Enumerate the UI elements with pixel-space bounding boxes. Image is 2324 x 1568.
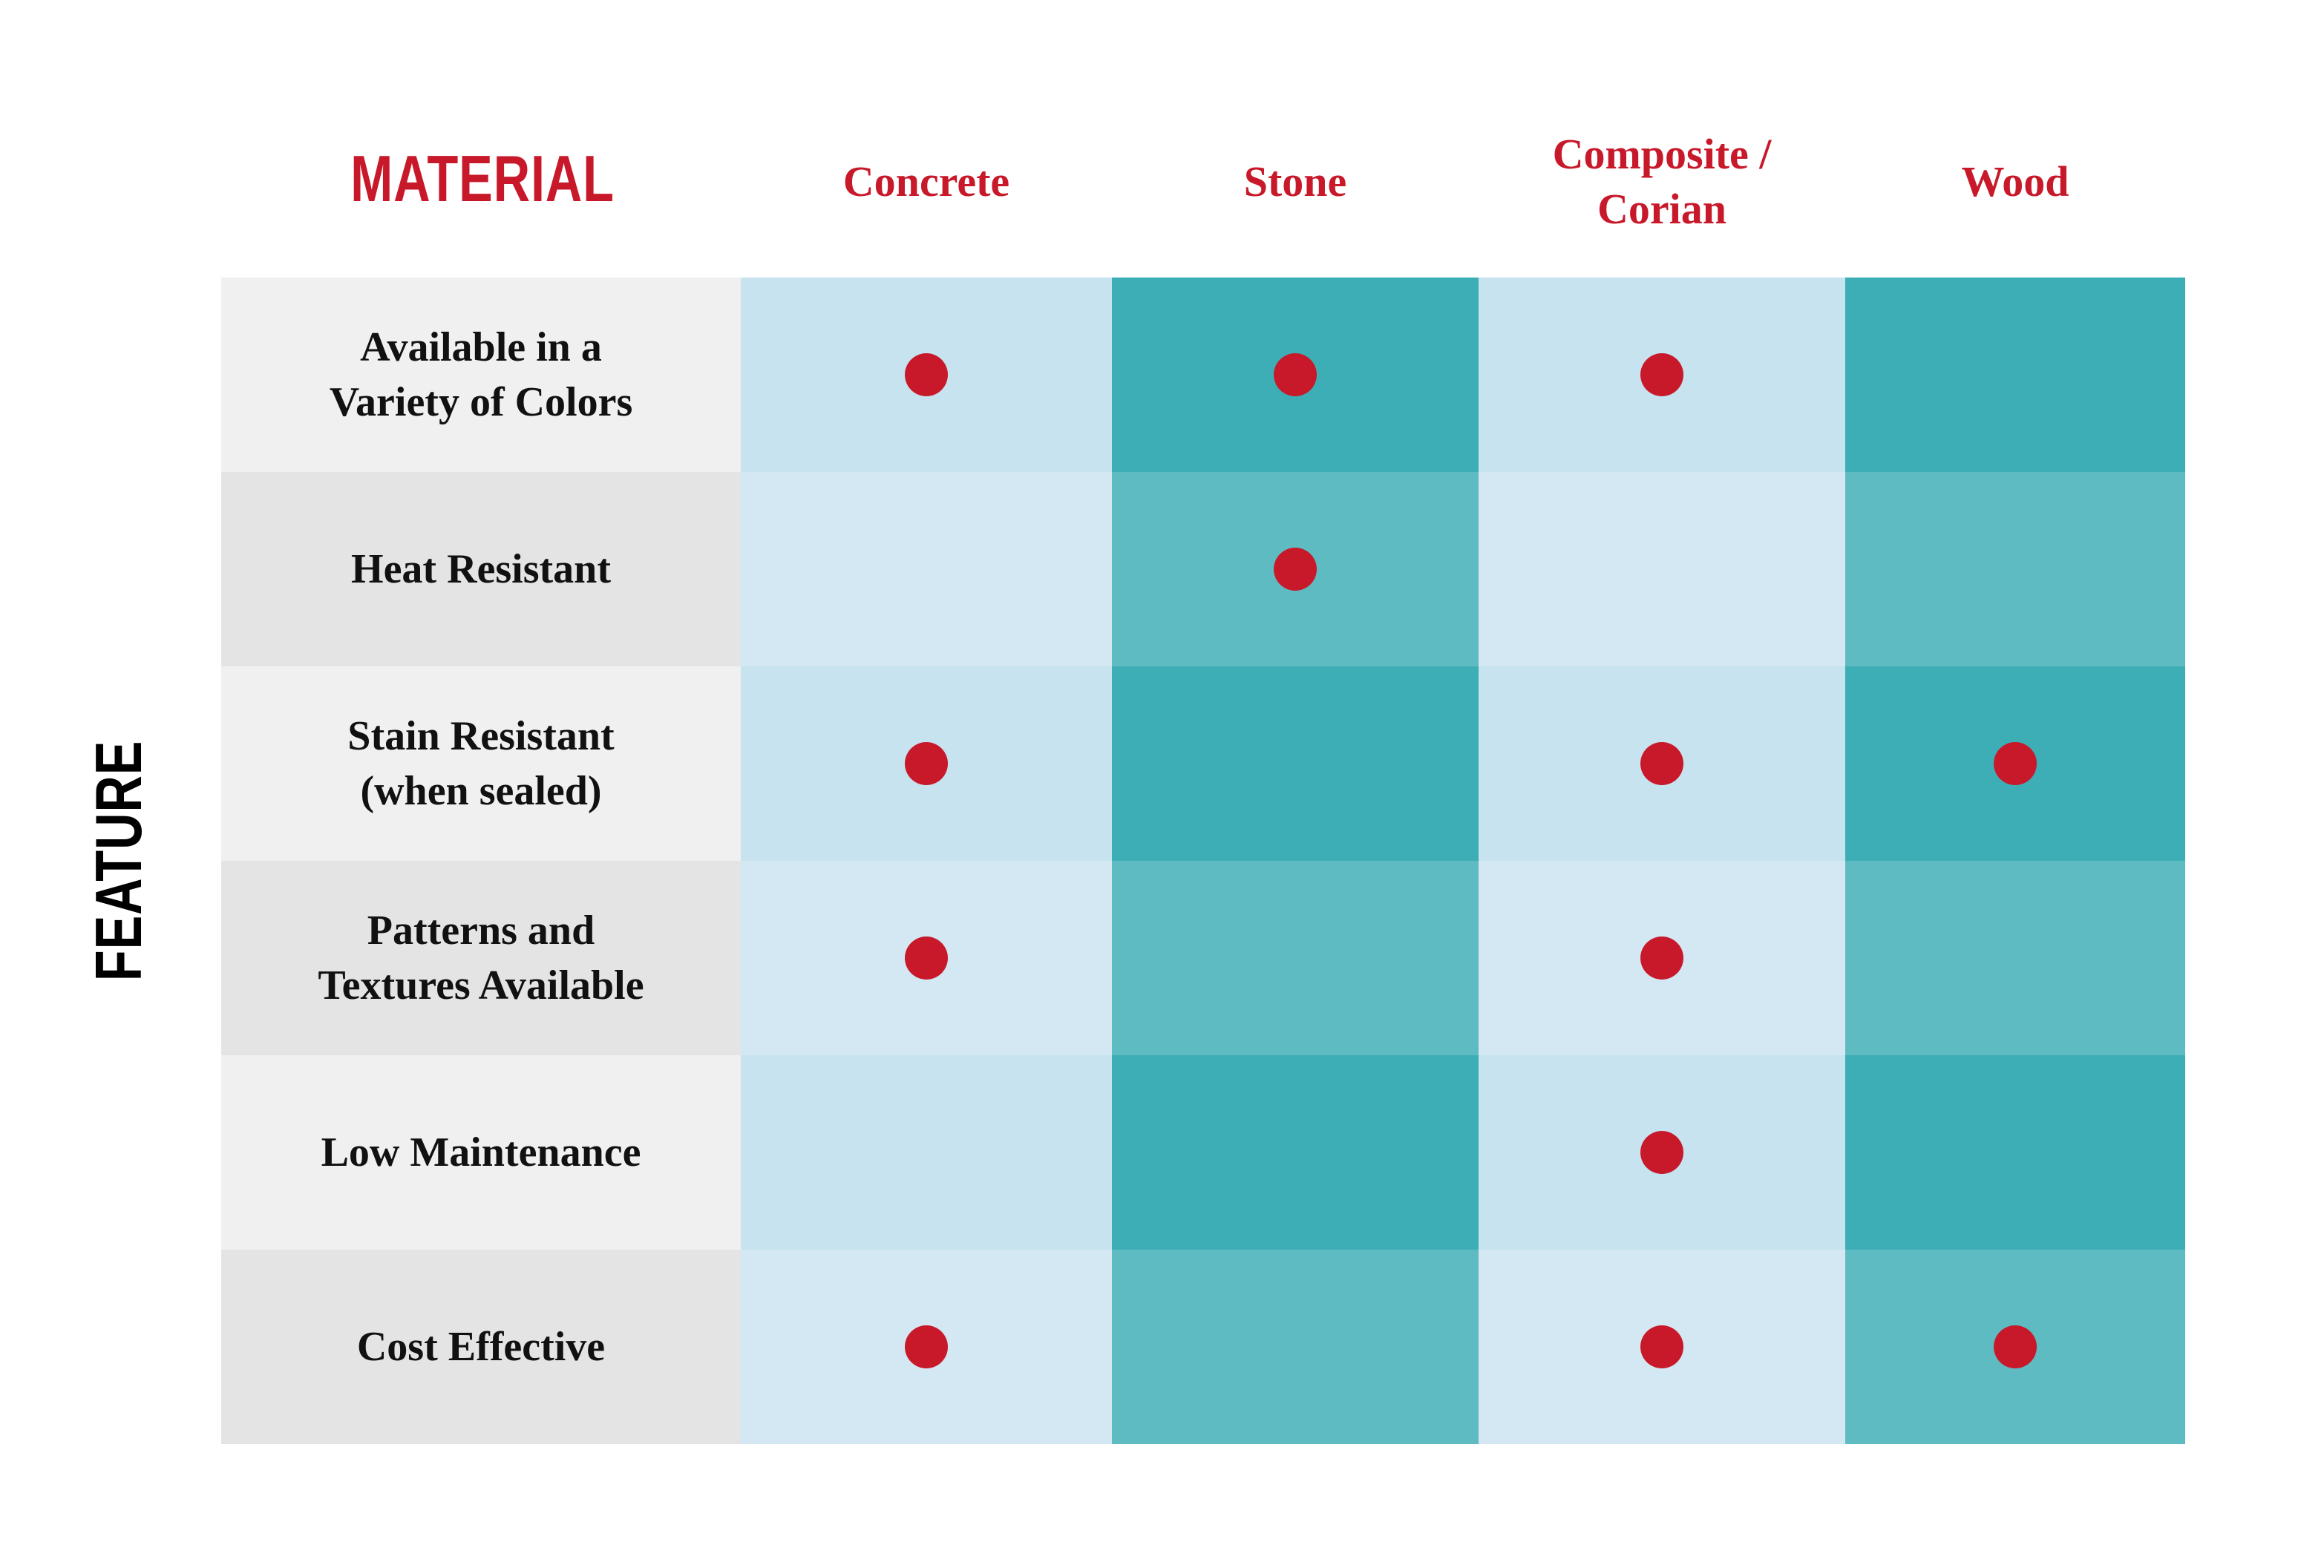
column-header-line: Corian [1597,185,1726,233]
check-dot [1640,742,1683,785]
feature-cell: Heat Resistant [221,472,741,666]
check-dot [905,1325,948,1368]
column-header-line: Wood [1961,157,2069,206]
table-cell [1845,472,2185,666]
table-cell [1845,278,2185,472]
feature-title: FEATURE [82,740,155,982]
check-dot [1994,742,2037,785]
feature-cell: Patterns and Textures Available [221,861,741,1055]
table-cell [1112,1250,1479,1444]
check-dot [905,353,948,396]
feature-label: Low Maintenance [321,1129,641,1175]
table-cell [1112,278,1479,472]
column-header-line: Concrete [842,157,1010,206]
table-cell [1479,472,1845,666]
check-dot [1274,353,1317,396]
table-cell [1479,1250,1845,1444]
table-cell [741,472,1112,666]
table-cell [1845,1055,2185,1250]
table-cell [1112,861,1479,1055]
column-header: Stone [1112,104,1479,260]
column-header-line: Stone [1243,157,1347,206]
feature-cell: Cost Effective [221,1250,741,1444]
column-header: Concrete [741,104,1112,260]
feature-label: (when sealed) [360,768,602,814]
table-cell [1479,1055,1845,1250]
table-cell [741,1250,1112,1444]
column-header: Wood [1845,104,2185,260]
feature-label: Patterns and [367,908,595,954]
check-dot [1640,936,1683,980]
column-header: Composite / Corian [1479,104,1845,260]
check-dot [1994,1325,2037,1368]
feature-cell: Low Maintenance [221,1055,741,1250]
check-dot [905,742,948,785]
check-dot [1640,1131,1683,1174]
table-cell [741,1055,1112,1250]
table-cell [1112,666,1479,861]
table-cell [741,278,1112,472]
check-dot [1640,1325,1683,1368]
feature-cell: Available in a Variety of Colors [221,278,741,472]
feature-label: Cost Effective [356,1324,606,1370]
feature-label: Textures Available [318,962,644,1008]
table-cell [741,861,1112,1055]
table-cell [1845,861,2185,1055]
check-dot [1274,548,1317,591]
table-cell [1845,666,2185,861]
check-dot [905,936,948,980]
feature-label: Stain Resistant [347,713,615,759]
feature-label: Heat Resistant [351,546,611,592]
feature-label: Available in a [360,324,602,370]
feature-cell: Stain Resistant (when sealed) [221,666,741,861]
table-cell [1479,666,1845,861]
table-cell [1845,1250,2185,1444]
table-cell [1112,1055,1479,1250]
table-cell [1479,278,1845,472]
feature-label: Variety of Colors [329,379,633,425]
table-cell [1479,861,1845,1055]
table-cell [1112,472,1479,666]
table-cell [741,666,1112,861]
check-dot [1640,353,1683,396]
column-header-line: Composite / [1552,130,1772,178]
material-title: MATERIAL [350,142,615,215]
